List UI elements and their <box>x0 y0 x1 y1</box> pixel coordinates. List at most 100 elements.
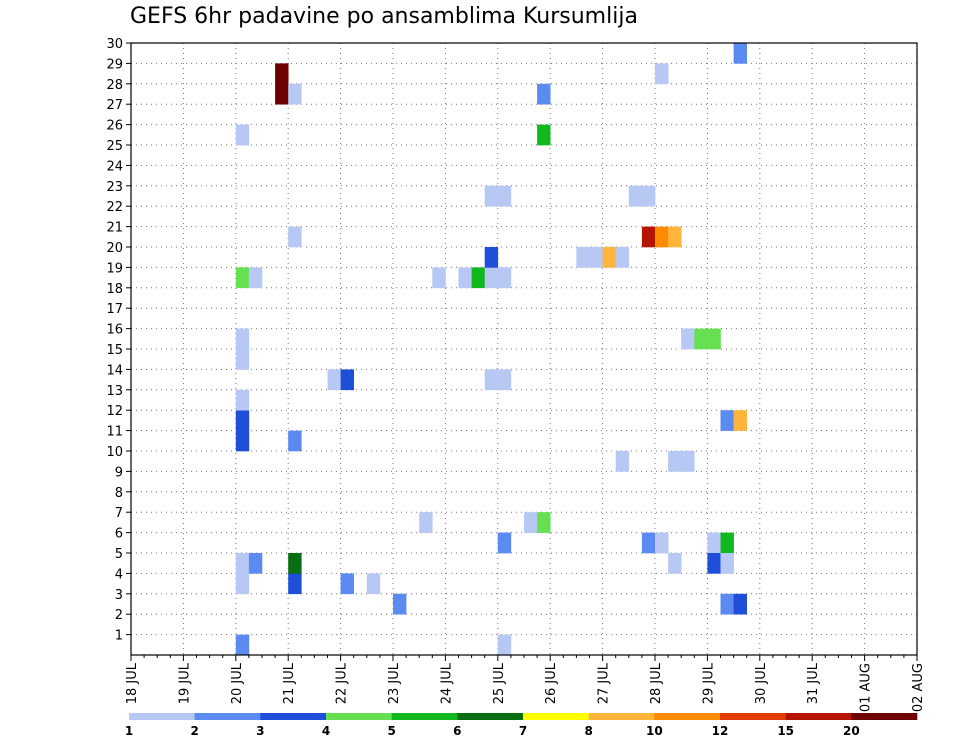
heatmap-cell <box>576 247 590 268</box>
heatmap-cell <box>720 593 734 615</box>
heatmap-cell <box>707 328 721 350</box>
y-tick-label: 19 <box>106 261 123 276</box>
heatmap-cell <box>393 593 407 615</box>
heatmap-cell <box>628 185 643 207</box>
x-tick-label: 30 JUL <box>754 662 769 704</box>
x-tick-label: 29 JUL <box>701 662 716 704</box>
heatmap-cell <box>288 430 302 452</box>
heatmap-cell <box>235 267 250 289</box>
y-tick-label: 26 <box>106 119 123 134</box>
x-tick-label: 28 JUL <box>649 662 664 704</box>
heatmap-cell <box>641 185 656 207</box>
y-tick-label: 23 <box>106 180 123 195</box>
y-tick-label: 11 <box>106 425 123 440</box>
heatmap-cell <box>641 226 656 248</box>
y-tick-label: 25 <box>106 139 123 154</box>
heatmap-cell <box>248 267 263 289</box>
heatmap-cell <box>720 410 734 431</box>
heatmap-cell <box>340 369 354 391</box>
heatmap-cell <box>655 63 669 85</box>
y-tick-label: 28 <box>106 78 123 93</box>
heatmap-cell <box>235 410 250 431</box>
heatmap-cell <box>366 573 381 595</box>
y-tick-label: 20 <box>106 241 123 256</box>
heatmap-cell <box>733 43 747 64</box>
heatmap-cell <box>235 389 250 411</box>
heatmap-cell <box>497 532 512 554</box>
heatmap-cell <box>235 430 250 452</box>
heatmap-cell <box>655 532 669 554</box>
heatmap-cell <box>497 185 512 207</box>
y-tick-label: 13 <box>106 384 123 399</box>
heatmap-cell <box>668 226 682 248</box>
x-tick-label: 25 JUL <box>492 662 507 704</box>
heatmap-cell <box>288 553 302 574</box>
heatmap-cell <box>707 553 721 574</box>
chart-title: GEFS 6hr padavine po ansamblima Kursumli… <box>130 4 638 29</box>
heatmap-cell <box>432 267 446 289</box>
heatmap-cell <box>235 634 250 656</box>
heatmap-cell <box>497 369 512 391</box>
y-tick-label: 7 <box>115 506 123 521</box>
y-tick-label: 5 <box>115 547 123 562</box>
heatmap-cell <box>248 553 263 574</box>
heatmap-cell <box>681 451 695 472</box>
y-tick-label: 9 <box>115 465 123 480</box>
y-tick-label: 29 <box>106 57 123 72</box>
heatmap-cell <box>497 267 512 289</box>
heatmap-cell <box>641 532 656 554</box>
y-tick-label: 4 <box>115 567 123 582</box>
y-tick-label: 15 <box>106 343 123 358</box>
heatmap-cell <box>275 63 289 85</box>
y-tick-label: 30 <box>106 37 123 52</box>
y-tick-label: 18 <box>106 282 123 297</box>
y-tick-label: 14 <box>106 363 123 378</box>
heatmap-cell <box>694 328 708 350</box>
heatmap-cell <box>668 451 682 472</box>
heatmap-cell <box>484 247 499 268</box>
heatmap-cell <box>589 247 603 268</box>
x-tick-label: 01 AUG <box>859 663 874 712</box>
heatmap-cell <box>720 553 734 574</box>
heatmap-cell <box>288 226 302 248</box>
heatmap-cell <box>681 328 695 350</box>
heatmap-cell <box>458 267 472 289</box>
heatmap-cell <box>537 512 551 533</box>
x-tick-label: 26 JUL <box>544 662 559 704</box>
heatmap-cell <box>602 247 616 268</box>
y-tick-label: 1 <box>115 629 123 644</box>
heatmap-cell <box>668 553 682 574</box>
heatmap-cell <box>720 532 734 554</box>
heatmap-cell <box>288 83 302 105</box>
heatmap-cell <box>235 328 250 350</box>
heatmap-cell <box>655 226 669 248</box>
y-tick-label: 2 <box>115 608 123 623</box>
heatmap-cell <box>235 573 250 595</box>
heatmap-cell <box>471 267 485 289</box>
y-tick-label: 6 <box>115 527 123 542</box>
y-tick-label: 3 <box>115 588 123 603</box>
heatmap-cell <box>524 512 538 533</box>
y-tick-label: 16 <box>106 323 123 338</box>
heatmap-cell <box>235 553 250 574</box>
x-tick-label: 22 JUL <box>335 662 350 704</box>
heatmap-cell <box>497 634 512 656</box>
heatmap-cell <box>733 593 747 615</box>
heatmap-cell <box>327 369 341 391</box>
heatmap-cell <box>484 185 499 207</box>
heatmap-cell <box>615 247 630 268</box>
heatmap-cell <box>340 573 354 595</box>
heatmap-cell <box>484 267 499 289</box>
x-tick-label: 23 JUL <box>387 662 402 704</box>
x-tick-label: 31 JUL <box>806 662 821 704</box>
heatmap-cell <box>537 124 551 146</box>
y-tick-label: 22 <box>106 200 123 215</box>
heatmap-cell <box>615 451 630 472</box>
heatmap-cell <box>275 83 289 105</box>
heatmap-cell <box>235 124 250 146</box>
x-tick-label: 21 JUL <box>282 662 297 704</box>
heatmap-cell <box>288 573 302 595</box>
heatmap-cell <box>733 410 747 431</box>
y-tick-label: 12 <box>106 404 123 419</box>
